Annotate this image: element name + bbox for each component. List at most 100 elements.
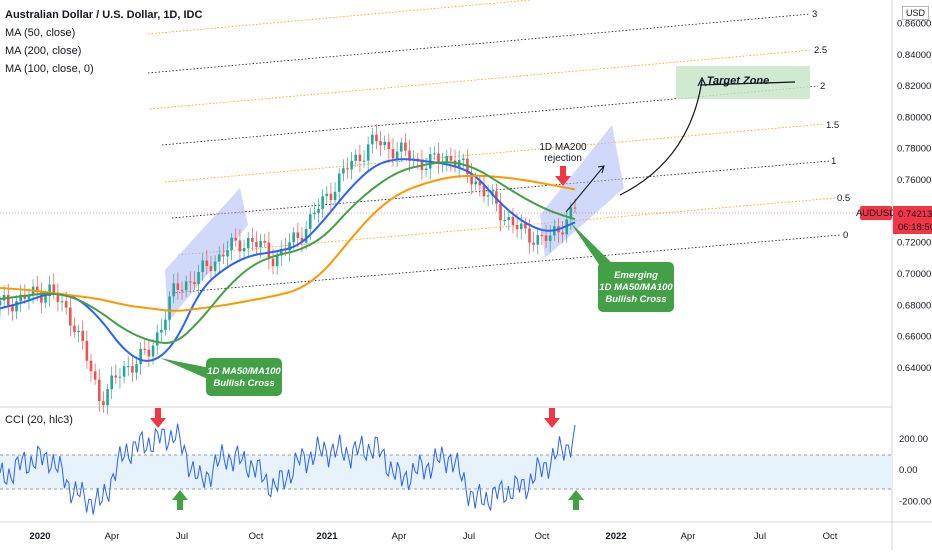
candle-body xyxy=(114,375,118,378)
candle-body xyxy=(453,160,457,168)
candle-body xyxy=(205,260,209,267)
candle-body xyxy=(56,292,60,302)
fib-line xyxy=(147,13,811,74)
time-tick-label: Oct xyxy=(249,531,264,542)
candle-body xyxy=(226,250,229,257)
cci-axis[interactable]: 200.00 0.00 -200.00 xyxy=(899,434,931,508)
candle-body xyxy=(81,330,85,341)
candle-body xyxy=(246,237,250,249)
candle-body xyxy=(462,158,465,161)
emerging-cross-label-1: Emerging xyxy=(614,270,658,281)
ma-line xyxy=(0,161,576,345)
price-axis[interactable]: 0.86000 0.84000 0.82000 0.80000 0.78000 0.760… xyxy=(897,18,931,373)
candle-body xyxy=(40,292,43,303)
candle-body xyxy=(437,153,440,164)
candle-body xyxy=(11,305,14,312)
candle-body xyxy=(354,154,358,161)
fib-label-1-5: 1.5 xyxy=(826,120,839,131)
candle-body xyxy=(160,329,163,333)
cci-legend[interactable]: CCI (20, hlc3) xyxy=(5,414,73,426)
candle-body xyxy=(445,156,449,163)
candle-body xyxy=(275,255,279,267)
candle-body xyxy=(379,141,382,146)
candle-body xyxy=(288,242,291,251)
candle-body xyxy=(337,173,341,192)
price-tick-label: 0.84000 xyxy=(897,50,931,61)
emerging-cross-callout: Emerging 1D MA50/MA100 Bullish Cross xyxy=(570,222,674,312)
bullish-cross-callout: 1D MA50/MA100 Bullish Cross xyxy=(160,358,282,396)
candle-body xyxy=(69,307,72,326)
time-tick-label: Jul xyxy=(176,531,188,542)
candle-body xyxy=(346,168,349,170)
candle-body xyxy=(408,150,411,161)
candle-body xyxy=(259,241,262,248)
fib-line xyxy=(147,0,531,35)
candle-body xyxy=(172,283,176,297)
time-tick-label: 2021 xyxy=(316,531,338,542)
candle-body xyxy=(387,141,391,149)
chart-legend: Australian Dollar / U.S. Dollar, 1D, IDC… xyxy=(5,6,202,78)
rejection-label-1: 1D MA200 xyxy=(539,142,587,153)
candle-body xyxy=(544,235,548,241)
currency-label[interactable]: USD xyxy=(902,6,930,20)
candle-body xyxy=(180,289,184,291)
candle-body xyxy=(52,284,56,293)
channel-shape-2 xyxy=(540,125,624,258)
fib-label-2: 2 xyxy=(820,81,825,92)
fib-line xyxy=(149,49,813,110)
candle-body xyxy=(48,284,51,297)
price-tick-label: 0.80000 xyxy=(897,112,931,123)
candle-body xyxy=(85,340,89,361)
candle-body xyxy=(151,345,155,357)
candle-body xyxy=(64,301,68,308)
fib-label-3: 3 xyxy=(812,9,817,20)
candle-body xyxy=(292,232,296,243)
time-axis[interactable]: 2020 Apr Jul Oct 2021 Apr Jul Oct 2022 Apr Jul Oct xyxy=(29,531,837,542)
price-tick-label: 0.86000 xyxy=(897,18,931,29)
candle-body xyxy=(122,366,126,377)
time-tick-label: 2022 xyxy=(605,531,626,542)
legend-ma50[interactable]: MA (50, close) xyxy=(5,27,76,39)
fib-line xyxy=(177,197,836,256)
candle-body xyxy=(15,301,18,312)
candle-body xyxy=(131,366,134,373)
price-tick-label: 0.70000 xyxy=(897,269,931,280)
candle-body xyxy=(524,223,527,229)
candle-body xyxy=(536,235,540,245)
legend-ma200[interactable]: MA (200, close) xyxy=(5,45,82,57)
candle-body xyxy=(234,237,238,241)
candle-body xyxy=(44,296,47,303)
candle-body xyxy=(474,181,478,185)
candle-body xyxy=(230,237,233,251)
candle-body xyxy=(478,181,482,186)
candle-body xyxy=(540,235,544,237)
projection-arrow-head xyxy=(597,165,605,174)
legend-ma100[interactable]: MA (100, close, 0) xyxy=(5,63,94,75)
candle-body xyxy=(561,232,564,235)
candle-body xyxy=(486,195,490,197)
candle-body xyxy=(6,294,10,306)
candle-body xyxy=(176,283,180,290)
rejection-label-2: rejection xyxy=(544,153,582,164)
cci-line-path xyxy=(0,423,576,515)
candle-body xyxy=(371,134,374,145)
candle-body xyxy=(242,248,246,252)
ma-line xyxy=(0,158,576,362)
candle-body xyxy=(267,242,271,259)
target-curve-arrow xyxy=(619,79,703,196)
candle-body xyxy=(77,330,80,332)
price-tag-value: 0.74213 xyxy=(898,209,932,220)
candle-body xyxy=(317,208,320,213)
price-tick-label: 0.78000 xyxy=(897,144,931,155)
candle-body xyxy=(375,134,378,142)
cci-series xyxy=(0,423,576,515)
time-tick-label: Apr xyxy=(105,531,120,542)
bullish-cross-label-1: 1D MA50/MA100 xyxy=(207,366,281,377)
price-tag-countdown: 06:18:50 xyxy=(898,222,932,233)
candle-body xyxy=(213,261,217,272)
candle-body xyxy=(106,389,109,406)
cci-green-arrow-2 xyxy=(568,490,584,510)
emerging-cross-label-3: Bullish Cross xyxy=(605,294,666,305)
candle-body xyxy=(217,254,221,262)
